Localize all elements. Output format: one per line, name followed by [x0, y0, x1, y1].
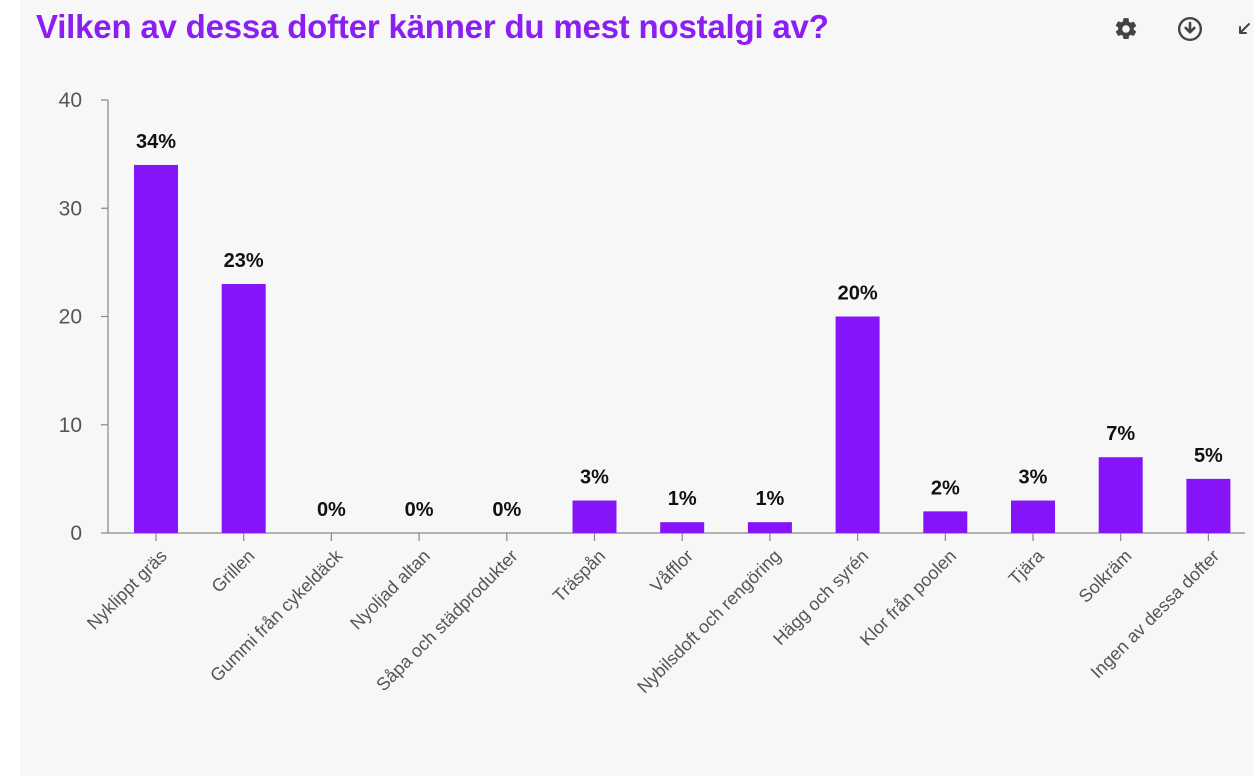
bar[interactable]: [572, 500, 617, 533]
category-label: Tjära: [1005, 545, 1049, 589]
category-label: Våfflor: [646, 546, 697, 597]
bar[interactable]: [747, 522, 792, 533]
category-label: Nybilsdoft och rengöring: [633, 546, 784, 697]
data-label: 5%: [1194, 445, 1223, 467]
category-label: Nyklippt gräs: [83, 546, 171, 634]
data-label: 0%: [405, 499, 434, 521]
y-tick-label: 0: [70, 522, 82, 545]
category-label: Såpa och städprodukter: [372, 546, 521, 695]
data-label: 3%: [580, 467, 609, 489]
category-label: Träspån: [549, 546, 609, 606]
y-tick-label: 40: [59, 89, 82, 112]
bar[interactable]: [1186, 478, 1231, 533]
chart-title: Vilken av dessa dofter känner du mest no…: [36, 8, 829, 45]
data-label: 34%: [136, 131, 176, 153]
y-tick-label: 10: [59, 414, 82, 437]
data-label: 0%: [317, 499, 346, 521]
data-label: 20%: [838, 283, 878, 305]
bar[interactable]: [1011, 500, 1055, 533]
category-label: Solkräm: [1075, 546, 1136, 607]
download-icon[interactable]: [1175, 14, 1205, 44]
y-tick-label: 20: [59, 306, 82, 329]
chart-data-labels: 34% 23% 0% 0% 0% 3% 1% 1% 20% 2% 3% 7% 5%: [136, 131, 1223, 521]
data-label: 1%: [668, 488, 697, 510]
data-label: 23%: [224, 250, 264, 272]
chart-axes: 0 10 20 30 40: [59, 89, 1245, 545]
data-label: 2%: [931, 477, 960, 499]
y-tick-label: 30: [59, 197, 82, 220]
chart-bars: [134, 164, 1231, 534]
data-label: 3%: [1019, 467, 1048, 489]
bar[interactable]: [134, 164, 178, 533]
bar[interactable]: [1098, 457, 1143, 533]
data-label: 7%: [1106, 423, 1135, 445]
collapse-arrow-icon[interactable]: [1234, 14, 1254, 44]
data-label: 1%: [755, 488, 784, 510]
gear-icon[interactable]: [1111, 14, 1141, 44]
bar[interactable]: [835, 316, 880, 534]
category-label: Nyoljad altan: [346, 546, 434, 634]
data-label: 0%: [492, 499, 521, 521]
bar[interactable]: [660, 522, 705, 533]
category-label: Grillen: [208, 546, 259, 597]
category-label: Klor från poolen: [856, 546, 960, 650]
bar[interactable]: [221, 284, 266, 533]
bar[interactable]: [923, 511, 968, 533]
